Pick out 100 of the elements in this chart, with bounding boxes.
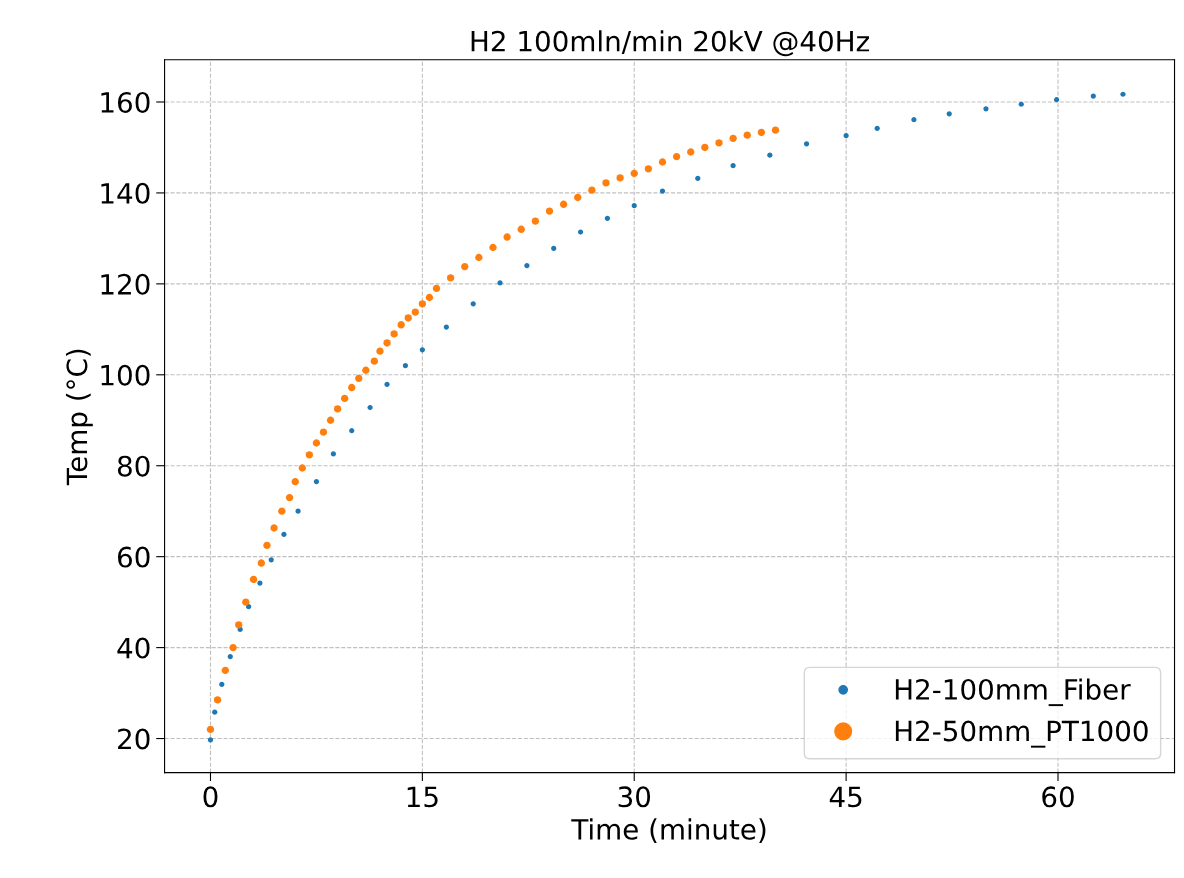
point [285,493,294,502]
point [281,531,287,537]
point [461,262,469,271]
x-tick-label: 30 [618,786,651,808]
point [278,507,286,515]
y-tick-label: 100 [101,364,150,386]
point [418,300,427,308]
point [370,357,379,365]
point [383,339,391,347]
point [402,363,409,369]
point [983,106,989,112]
point [757,128,766,137]
point [631,203,637,209]
point [341,394,349,403]
point [559,200,568,208]
point [470,301,476,307]
point [659,188,666,194]
point [658,158,667,166]
point [268,557,274,563]
point [326,416,335,424]
point [390,330,398,338]
point [767,152,773,158]
y-tick-label: 160 [101,91,150,113]
point [229,643,237,652]
point [475,253,483,262]
point [1053,97,1060,103]
point [503,233,511,241]
point [270,524,278,532]
y-tick-label: 60 [117,546,150,568]
point [695,175,701,181]
point [604,215,610,221]
point [715,139,723,147]
point [443,324,449,330]
point [313,479,320,485]
point [330,451,336,457]
point [235,621,243,629]
point [367,404,373,411]
point [630,169,638,178]
y-tick-label: 20 [118,728,150,750]
legend-label: H2-50mm_PT1000 [895,720,1148,748]
x-tick-label: 15 [407,786,438,808]
point [874,125,880,131]
y-axis-title: Temp (°C) [65,349,93,486]
chart-title: H2 100mln/min 20kV @40Hz [471,30,869,57]
point [425,293,434,302]
point [221,666,229,675]
point [743,131,751,139]
point [207,737,214,743]
point [803,141,810,147]
point [730,163,736,169]
point [701,143,709,152]
point [644,165,653,173]
point [384,381,390,387]
point [249,575,258,584]
point [227,654,233,660]
point [257,559,266,567]
point [588,186,596,194]
point [489,243,497,252]
point [376,347,384,355]
point [616,174,624,182]
point [446,274,455,282]
point [1090,93,1096,99]
point [432,284,441,293]
point [305,451,314,459]
point [911,117,917,123]
point [545,207,554,215]
y-tick-label: 40 [117,637,150,659]
point [295,508,301,514]
point [212,709,218,715]
point [771,126,780,134]
x-tick-label: 60 [1042,786,1074,808]
point [355,374,363,383]
point [602,179,610,187]
point [524,263,530,269]
point [319,428,328,436]
point [257,580,263,586]
x-axis-title: Time (minute) [571,818,766,844]
point [1120,91,1126,97]
y-tick-label: 120 [101,273,150,295]
point [242,598,250,606]
point [531,217,540,225]
x-tick-label: 0 [203,786,218,808]
point [672,152,681,161]
legend-label: H2-100mm_Fiber [895,678,1131,707]
point [348,383,356,392]
point [843,133,849,139]
point [1018,101,1024,107]
point [687,148,695,156]
x-tick-label: 45 [829,786,862,808]
point [577,229,584,235]
y-tick-label: 140 [101,182,150,204]
point [312,439,321,447]
y-tick-label: 80 [117,455,150,477]
point [397,321,405,329]
point [497,280,503,286]
point [206,725,215,734]
point [333,405,342,413]
point [419,347,425,353]
point [404,314,412,322]
point [362,366,370,374]
